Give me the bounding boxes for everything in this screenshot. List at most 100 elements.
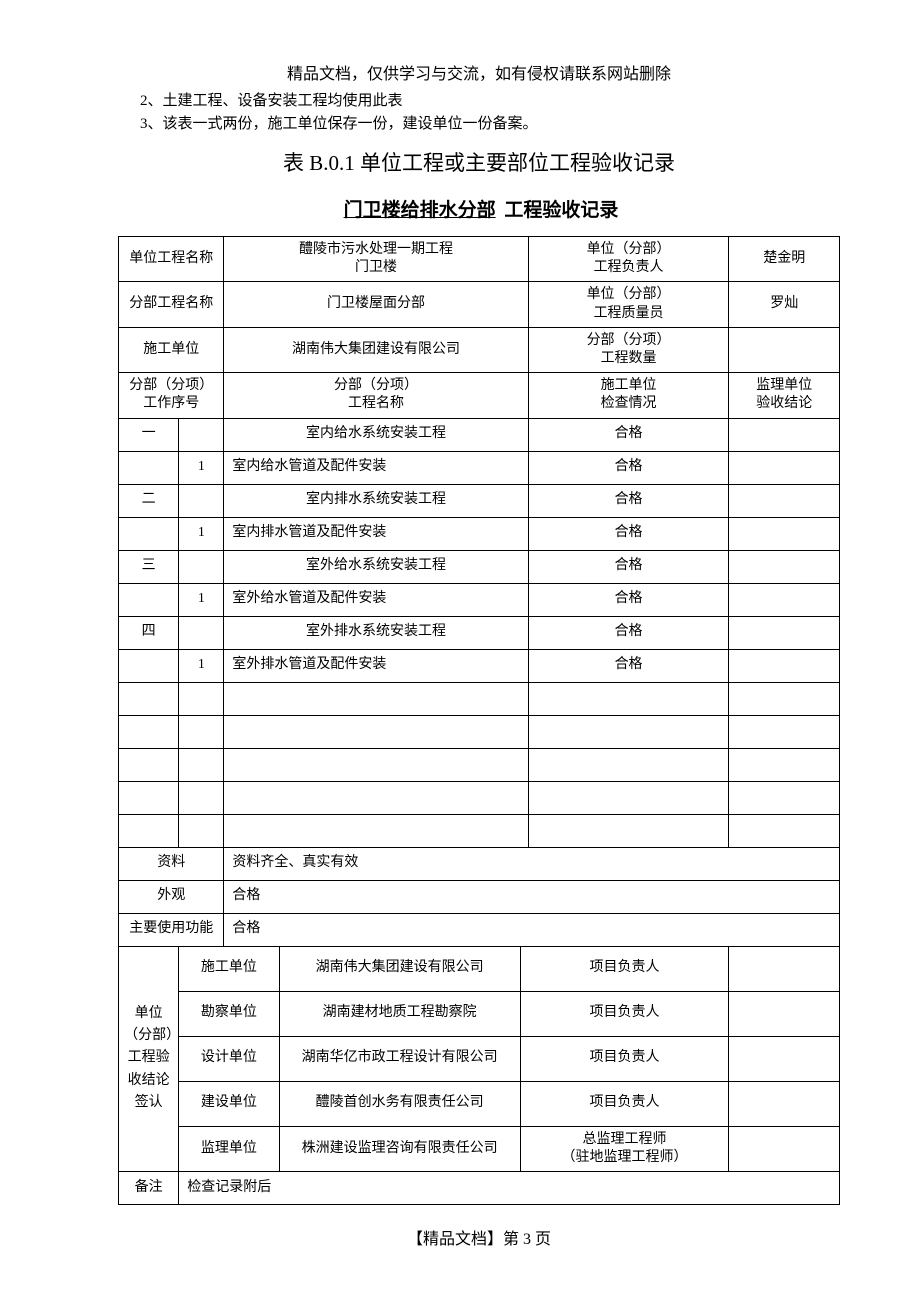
sign-row-4-sig — [729, 1126, 840, 1171]
item-seq — [119, 682, 179, 715]
item-conclusion — [729, 649, 840, 682]
item-check — [528, 682, 729, 715]
item-conclusion — [729, 748, 840, 781]
sign-row-1-sig — [729, 991, 840, 1036]
sign-row-2-label: 设计单位 — [179, 1036, 279, 1081]
remark-label: 备注 — [119, 1171, 179, 1204]
label-docs: 资料 — [119, 847, 224, 880]
item-sub — [179, 484, 224, 517]
item-check: 合格 — [528, 517, 729, 550]
label-unit-proj: 单位工程名称 — [119, 237, 224, 282]
sign-row-0-value: 湖南伟大集团建设有限公司 — [279, 946, 520, 991]
item-name — [224, 781, 528, 814]
label-construct-unit: 施工单位 — [119, 327, 224, 372]
item-name — [224, 814, 528, 847]
item-sub — [179, 550, 224, 583]
sign-row-1-role: 项目负责人 — [520, 991, 729, 1036]
item-name: 室内给水系统安装工程 — [224, 418, 528, 451]
item-sub: 1 — [179, 517, 224, 550]
item-seq — [119, 517, 179, 550]
item-sub — [179, 781, 224, 814]
value-docs: 资料齐全、真实有效 — [224, 847, 840, 880]
sign-row-0-label: 施工单位 — [179, 946, 279, 991]
item-check: 合格 — [528, 616, 729, 649]
item-check: 合格 — [528, 418, 729, 451]
item-check — [528, 781, 729, 814]
item-check: 合格 — [528, 484, 729, 517]
col-seq-label: 分部（分项）工作序号 — [119, 373, 224, 418]
item-sub — [179, 418, 224, 451]
item-name: 室内排水系统安装工程 — [224, 484, 528, 517]
sign-row-2-sig — [729, 1036, 840, 1081]
sign-row-0-sig — [729, 946, 840, 991]
item-name: 室外给水系统安装工程 — [224, 550, 528, 583]
item-check: 合格 — [528, 649, 729, 682]
label-count: 分部（分项）工程数量 — [528, 327, 729, 372]
sign-header: 单位（分部）工程验收结论签认 — [119, 946, 179, 1171]
value-unit-proj: 醴陵市污水处理一期工程门卫楼 — [224, 237, 528, 282]
item-check — [528, 814, 729, 847]
sign-row-4-label: 监理单位 — [179, 1126, 279, 1171]
item-seq — [119, 814, 179, 847]
page-footer: 【精品文档】第 3 页 — [118, 1225, 840, 1249]
value-construct-unit: 湖南伟大集团建设有限公司 — [224, 327, 528, 372]
item-conclusion — [729, 583, 840, 616]
item-name — [224, 682, 528, 715]
item-seq — [119, 748, 179, 781]
item-sub — [179, 748, 224, 781]
col-conclusion-label: 监理单位验收结论 — [729, 373, 840, 418]
item-conclusion — [729, 616, 840, 649]
sign-row-3-label: 建设单位 — [179, 1081, 279, 1126]
item-seq: 四 — [119, 616, 179, 649]
value-appearance: 合格 — [224, 880, 840, 913]
item-seq: 三 — [119, 550, 179, 583]
item-conclusion — [729, 451, 840, 484]
item-check: 合格 — [528, 451, 729, 484]
sign-row-3-sig — [729, 1081, 840, 1126]
item-conclusion — [729, 484, 840, 517]
value-mainfunc: 合格 — [224, 913, 840, 946]
value-count — [729, 327, 840, 372]
item-sub: 1 — [179, 583, 224, 616]
value-sub-proj: 门卫楼屋面分部 — [224, 282, 528, 327]
item-check — [528, 715, 729, 748]
title-sub-rest: 工程验收记录 — [500, 200, 619, 221]
item-seq: 一 — [119, 418, 179, 451]
item-name — [224, 715, 528, 748]
item-sub: 1 — [179, 649, 224, 682]
header-notice: 精品文档，仅供学习与交流，如有侵权请联系网站删除 — [118, 60, 840, 84]
item-name: 室内排水管道及配件安装 — [224, 517, 528, 550]
label-sub-proj: 分部工程名称 — [119, 282, 224, 327]
col-check-label: 施工单位检查情况 — [528, 373, 729, 418]
item-seq — [119, 583, 179, 616]
title-sub: 门卫楼给排水分部 工程验收记录 — [118, 195, 840, 222]
sign-row-3-value: 醴陵首创水务有限责任公司 — [279, 1081, 520, 1126]
item-seq — [119, 781, 179, 814]
label-mainfunc: 主要使用功能 — [119, 913, 224, 946]
sign-row-3-role: 项目负责人 — [520, 1081, 729, 1126]
sign-row-1-label: 勘察单位 — [179, 991, 279, 1036]
item-conclusion — [729, 781, 840, 814]
item-conclusion — [729, 418, 840, 451]
title-main: 表 B.0.1 单位工程或主要部位工程验收记录 — [118, 147, 840, 177]
item-check: 合格 — [528, 583, 729, 616]
value-unit-leader: 楚金明 — [729, 237, 840, 282]
title-sub-underline: 门卫楼给排水分部 — [340, 200, 500, 221]
item-sub: 1 — [179, 451, 224, 484]
item-check — [528, 748, 729, 781]
item-sub — [179, 715, 224, 748]
item-seq: 二 — [119, 484, 179, 517]
item-sub — [179, 682, 224, 715]
remark-value: 检查记录附后 — [179, 1171, 840, 1204]
label-unit-leader: 单位（分部）工程负责人 — [528, 237, 729, 282]
sign-row-2-role: 项目负责人 — [520, 1036, 729, 1081]
item-name: 室外排水管道及配件安装 — [224, 649, 528, 682]
sign-row-0-role: 项目负责人 — [520, 946, 729, 991]
note-line-2: 2、土建工程、设备安装工程均使用此表 — [140, 90, 840, 113]
note-line-3: 3、该表一式两份，施工单位保存一份，建设单位一份备案。 — [140, 113, 840, 136]
record-table: 单位工程名称 醴陵市污水处理一期工程门卫楼 单位（分部）工程负责人 楚金明 分部… — [118, 236, 840, 1205]
item-seq — [119, 451, 179, 484]
item-conclusion — [729, 517, 840, 550]
item-sub — [179, 814, 224, 847]
sign-row-1-value: 湖南建材地质工程勘察院 — [279, 991, 520, 1036]
